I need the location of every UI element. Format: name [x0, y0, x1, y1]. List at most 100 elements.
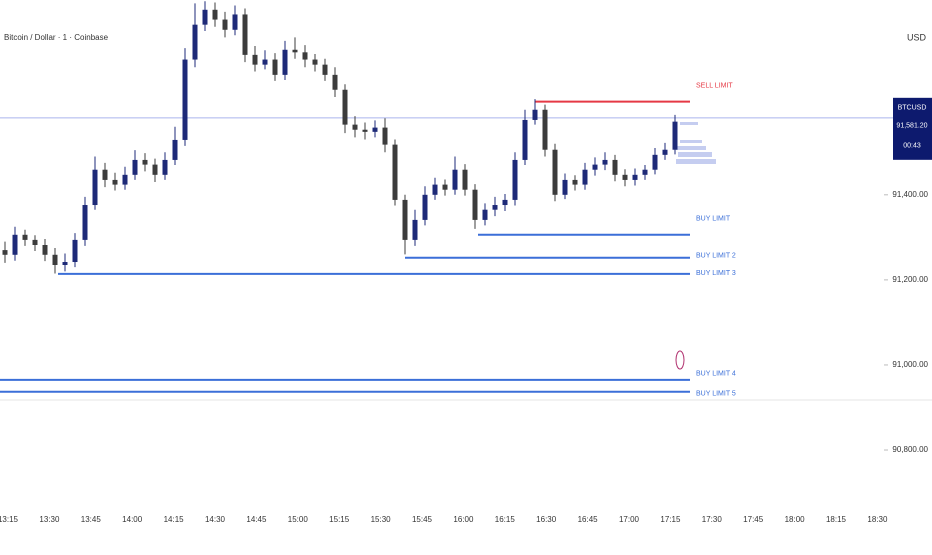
candle-body — [232, 14, 238, 30]
candle-body — [102, 169, 108, 180]
x-tick-label: 13:30 — [39, 515, 60, 524]
x-tick-label: 13:45 — [81, 515, 102, 524]
candle-body — [292, 49, 298, 53]
candle-body — [332, 74, 338, 90]
x-tick-label: 18:30 — [867, 515, 888, 524]
x-tick-label: 13:15 — [0, 515, 19, 524]
order-level-label: BUY LIMIT — [696, 216, 731, 223]
price-countdown: 00:43 — [903, 143, 921, 150]
x-tick-label: 14:30 — [205, 515, 226, 524]
candle-body — [92, 169, 98, 206]
x-tick-label: 14:45 — [246, 515, 267, 524]
candle-body — [402, 199, 408, 240]
candle-body — [342, 89, 348, 125]
price-symbol: BTCUSD — [898, 105, 927, 112]
candle-body — [112, 179, 118, 185]
candle-body — [132, 159, 138, 175]
candle-body — [542, 109, 548, 150]
candle-body — [82, 205, 88, 240]
candle-body — [242, 14, 248, 55]
order-level-label: BUY LIMIT 3 — [696, 270, 736, 277]
candle-body — [392, 144, 398, 200]
candle-body — [632, 174, 638, 180]
depth-bar — [680, 122, 698, 125]
chart-title: Bitcoin / Dollar · 1 · Coinbase — [4, 33, 109, 42]
candle-body — [152, 164, 158, 175]
candle-body — [162, 159, 168, 175]
x-tick-label: 16:45 — [578, 515, 599, 524]
candle-body — [72, 239, 78, 263]
x-tick-label: 18:15 — [826, 515, 847, 524]
candle-body — [572, 179, 578, 185]
candle-body — [372, 127, 378, 132]
order-level-label: SELL LIMIT — [696, 83, 733, 90]
candle-body — [172, 139, 178, 160]
order-level-label: BUY LIMIT 5 — [696, 391, 736, 398]
candle-body — [12, 234, 18, 255]
candle-body — [272, 59, 278, 75]
candle-body — [512, 159, 518, 200]
event-marker — [675, 350, 685, 370]
x-tick-label: 15:15 — [329, 515, 350, 524]
x-tick-label: 17:30 — [702, 515, 723, 524]
candle-body — [382, 127, 388, 145]
candle-body — [52, 254, 58, 265]
candle-body — [192, 24, 198, 60]
candle-body — [262, 59, 268, 65]
candle-body — [452, 169, 458, 190]
candle-body — [22, 234, 28, 240]
candle-body — [582, 169, 588, 185]
x-tick-label: 16:00 — [453, 515, 474, 524]
price-label-box — [893, 97, 932, 160]
candle-body — [592, 164, 598, 170]
x-tick-label: 15:00 — [288, 515, 309, 524]
order-level-label: BUY LIMIT 4 — [696, 371, 736, 378]
candle-body — [322, 64, 328, 75]
order-book — [676, 122, 716, 164]
currency-label: USD — [907, 32, 927, 42]
candle-body — [672, 121, 678, 150]
depth-bar — [676, 159, 716, 164]
price-value: 91,581.20 — [896, 123, 927, 130]
candle-body — [362, 129, 368, 132]
candle-body — [32, 239, 38, 245]
candle-body — [462, 169, 468, 190]
candle-body — [282, 49, 288, 75]
depth-bar — [676, 146, 706, 150]
candle-body — [252, 54, 258, 65]
candle-body — [202, 9, 208, 25]
y-tick-label: 91,000.00 — [892, 360, 928, 369]
candle-body — [612, 159, 618, 175]
candle-body — [562, 179, 568, 195]
x-tick-label: 16:15 — [495, 515, 516, 524]
y-tick-label: 90,800.00 — [892, 445, 928, 454]
y-tick-label: 91,200.00 — [892, 275, 928, 284]
candle-body — [222, 19, 228, 30]
candle-body — [422, 194, 428, 220]
candle-body — [302, 52, 308, 60]
candle-body — [532, 109, 538, 120]
candle-body — [522, 119, 528, 160]
y-tick-label: 91,400.00 — [892, 190, 928, 199]
x-tick-label: 14:15 — [164, 515, 185, 524]
candle-body — [482, 209, 488, 220]
candle-body — [122, 174, 128, 185]
x-tick-label: 16:30 — [536, 515, 557, 524]
candle-body — [42, 245, 48, 255]
candle-body — [492, 205, 498, 210]
x-tick-label: 18:00 — [785, 515, 806, 524]
candle-body — [602, 159, 608, 165]
x-tick-label: 17:45 — [743, 515, 764, 524]
candle-body — [552, 149, 558, 195]
candle-body — [142, 159, 148, 165]
candle-body — [62, 262, 68, 265]
candle-body — [412, 219, 418, 240]
candle-body — [2, 250, 8, 255]
depth-bar — [680, 140, 702, 143]
candle-body — [442, 184, 448, 190]
candle-body — [662, 149, 668, 155]
x-tick-label: 15:30 — [371, 515, 392, 524]
candle-body — [182, 59, 188, 140]
x-tick-label: 14:00 — [122, 515, 143, 524]
